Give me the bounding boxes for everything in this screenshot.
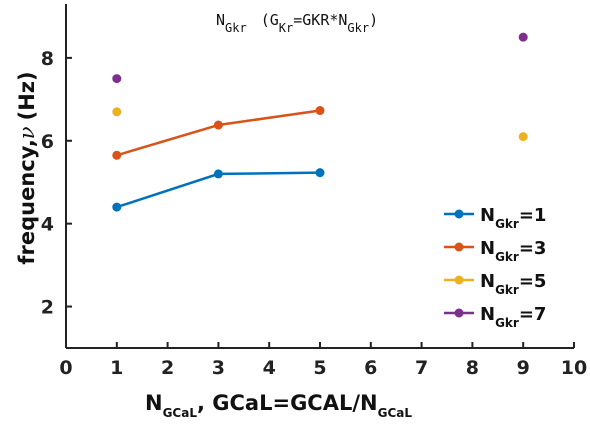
x-tick-label: 7 — [415, 357, 428, 379]
y-axis-label: frequency,ν(Hz) — [15, 71, 39, 264]
x-tick-label: 4 — [263, 357, 276, 379]
x-tick-label: 1 — [110, 357, 123, 379]
data-point — [112, 107, 122, 117]
legend-item: NGkr=1 — [444, 205, 546, 231]
x-tick-label: 10 — [561, 357, 587, 379]
data-point — [213, 120, 223, 130]
series-ngkr-5 — [112, 107, 528, 142]
y-tick-label: 4 — [41, 214, 54, 236]
x-tick-label: 0 — [59, 357, 72, 379]
x-tick-label: 2 — [161, 357, 174, 379]
x-tick-label: 5 — [313, 357, 326, 379]
legend-label: NGkr=7 — [480, 304, 546, 330]
x-tick-label: 8 — [466, 357, 479, 379]
legend-item: NGkr=3 — [444, 238, 546, 264]
series-ngkr-3 — [112, 106, 325, 160]
x-axis-label: NGCaL, GCaL=GCAL/NGCaL — [145, 391, 412, 420]
legend: NGkr=1 NGkr=3 NGkr=5 NGkr=7 — [444, 205, 546, 330]
data-point — [112, 74, 122, 84]
x-tick-label: 9 — [517, 357, 530, 379]
legend-label: NGkr=5 — [480, 271, 546, 297]
y-tick-label: 2 — [41, 297, 54, 319]
data-point — [112, 202, 122, 212]
chart-title: NGkr (GKr=GKR*NGkr) — [216, 11, 378, 35]
x-tick-label: 6 — [364, 357, 377, 379]
legend-label: NGkr=3 — [480, 238, 546, 264]
legend-swatch-marker — [454, 275, 464, 285]
x-ticks: 0 1 2 3 4 5 6 7 8 9 10 — [59, 342, 587, 379]
y-tick-label: 6 — [41, 131, 54, 153]
legend-item: NGkr=5 — [444, 271, 546, 297]
data-point — [112, 150, 122, 160]
legend-swatch-marker — [454, 209, 464, 219]
legend-swatch-marker — [454, 242, 464, 252]
x-tick-label: 3 — [212, 357, 225, 379]
data-point — [315, 168, 325, 178]
y-ticks: 2 4 6 8 — [41, 48, 72, 319]
data-point — [518, 132, 528, 142]
series-ngkr-7 — [112, 32, 528, 84]
series-ngkr-1 — [112, 168, 325, 212]
legend-label: NGkr=1 — [480, 205, 546, 231]
data-point — [518, 32, 528, 42]
legend-item: NGkr=7 — [444, 304, 546, 330]
legend-swatch-marker — [454, 308, 464, 318]
data-point — [213, 169, 223, 179]
series-layer — [112, 32, 528, 212]
data-point — [315, 106, 325, 116]
y-tick-label: 8 — [41, 48, 54, 70]
